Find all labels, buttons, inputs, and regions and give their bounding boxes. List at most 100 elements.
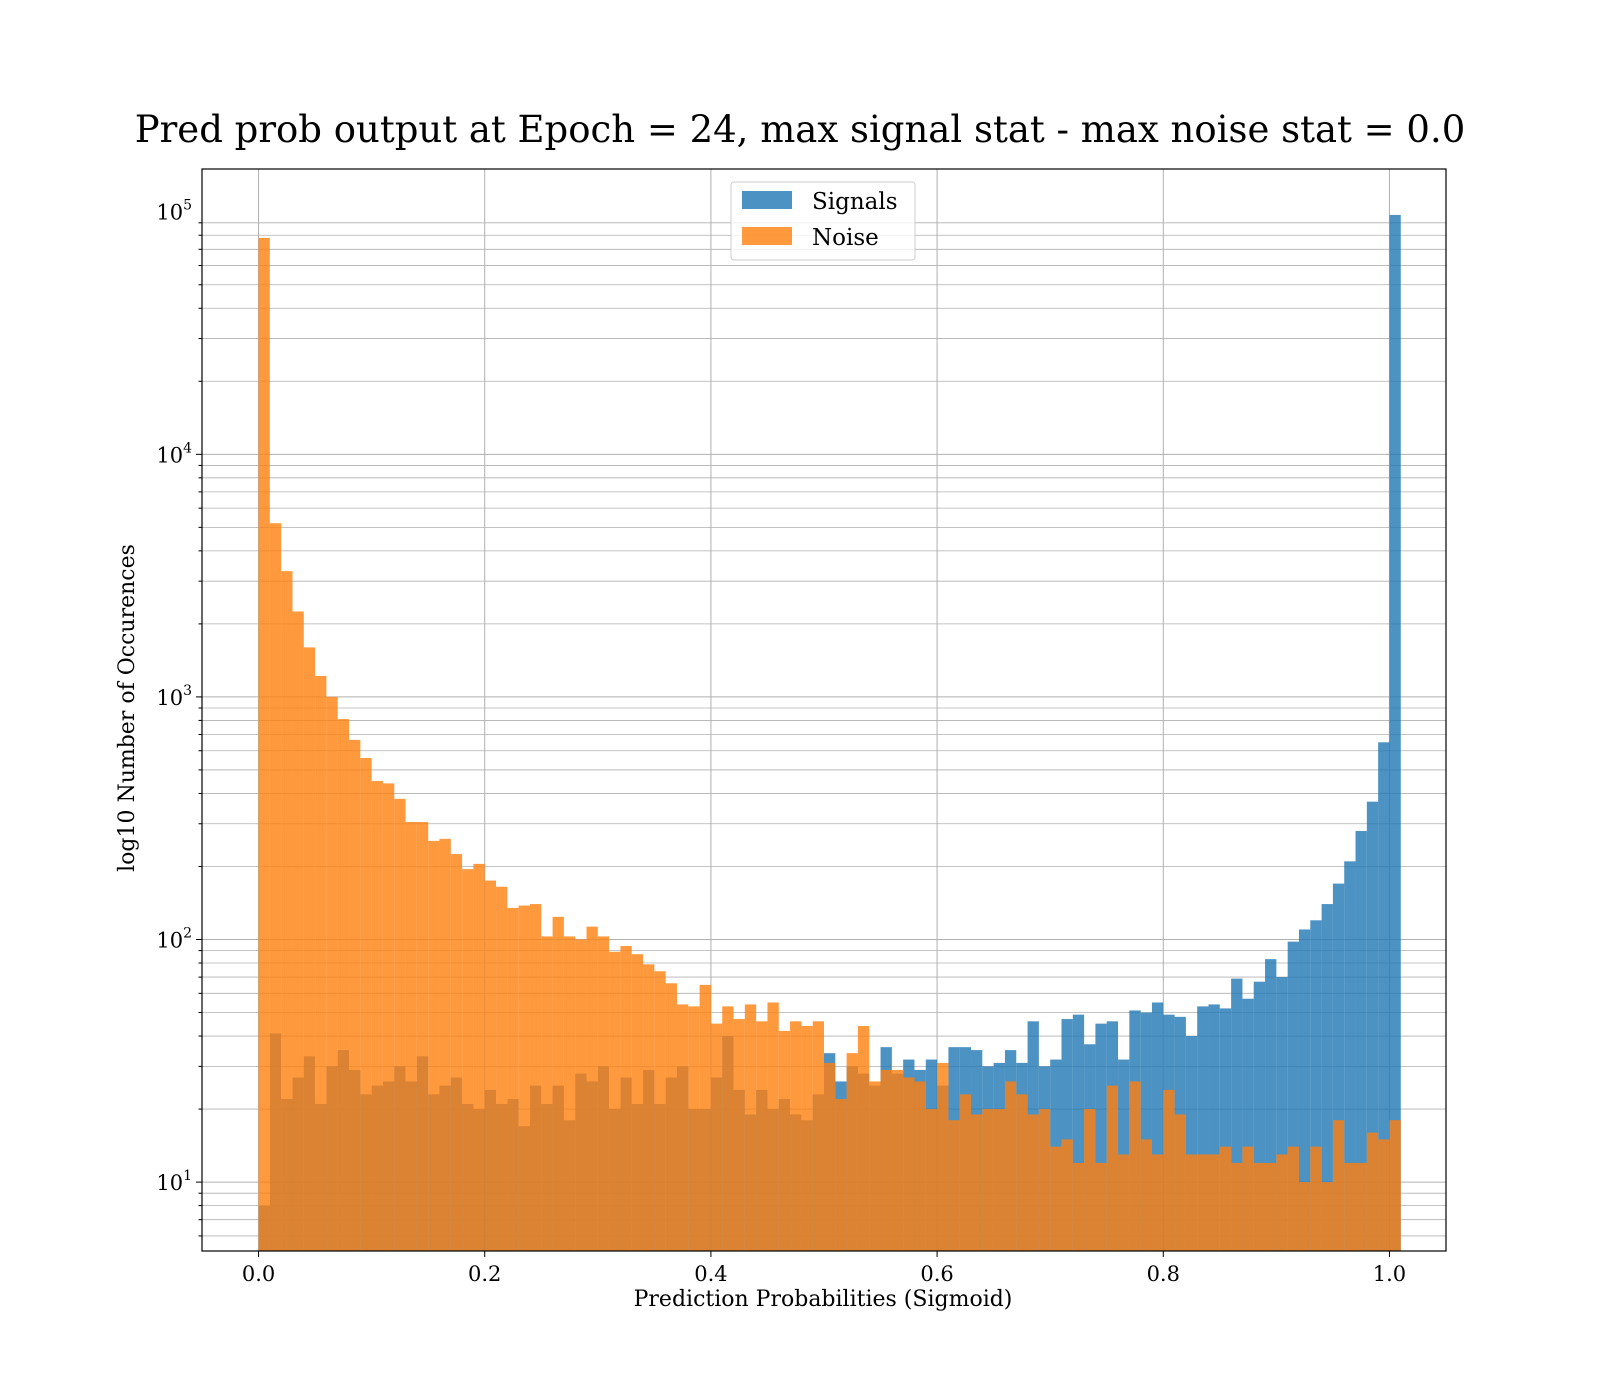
bar-noise	[575, 939, 587, 1251]
bar-noise	[903, 1077, 915, 1251]
x-tick-label: 1.0	[1373, 1262, 1406, 1286]
bar-noise	[1219, 1146, 1232, 1251]
bar-noise	[1197, 1154, 1209, 1251]
bar-noise	[1118, 1154, 1130, 1251]
y-tick-label: 103	[156, 683, 192, 710]
x-tick-label: 0.6	[920, 1262, 953, 1286]
legend-swatch-noise	[742, 227, 792, 245]
bar-noise	[416, 822, 429, 1251]
bar-signals	[1231, 978, 1243, 1251]
bar-noise	[541, 936, 553, 1251]
bar-signals	[1185, 1036, 1198, 1251]
bar-noise	[710, 1023, 723, 1251]
bar-noise	[439, 838, 451, 1251]
legend-label-signals: Signals	[812, 189, 898, 215]
bar-signals	[1072, 1014, 1085, 1251]
bar-noise	[394, 798, 406, 1251]
bar-noise	[665, 983, 677, 1251]
legend: Signals Noise	[730, 181, 916, 261]
bar-noise	[1016, 1094, 1028, 1251]
bar-noise	[1061, 1139, 1073, 1251]
bar-noise	[1332, 1120, 1345, 1251]
bar-noise	[993, 1109, 1005, 1251]
bar-noise	[1185, 1154, 1198, 1251]
chart-title: Pred prob output at Epoch = 24, max sign…	[135, 108, 1466, 151]
bar-noise	[654, 971, 666, 1251]
bar-signals	[1140, 1012, 1152, 1251]
bar-noise	[643, 964, 655, 1251]
bar-noise	[1287, 1146, 1299, 1251]
bar-noise	[371, 781, 383, 1251]
bar-signals	[1265, 959, 1277, 1251]
bar-noise	[281, 571, 293, 1251]
bar-noise	[733, 1019, 745, 1251]
y-axis-label: log10 Number of Occurences	[115, 544, 140, 872]
bar-noise	[315, 675, 327, 1251]
bar-signals	[1253, 981, 1266, 1251]
bar-noise	[869, 1081, 881, 1251]
bar-noise	[337, 719, 350, 1251]
bar-noise	[880, 1069, 892, 1251]
x-axis-label: Prediction Probabilities (Sigmoid)	[634, 1287, 1013, 1312]
bar-signals	[1378, 742, 1390, 1251]
x-tick-label: 0.4	[694, 1262, 727, 1286]
bar-noise	[959, 1094, 972, 1251]
bar-noise	[778, 1030, 791, 1251]
bar-noise	[382, 783, 395, 1251]
bar-noise	[756, 1021, 768, 1251]
bar-noise	[563, 936, 576, 1251]
bar-signals	[1287, 941, 1299, 1251]
bar-noise	[688, 1006, 700, 1251]
y-tick-label: 101	[156, 1168, 192, 1195]
bar-noise	[1276, 1154, 1288, 1251]
bar-noise	[258, 237, 270, 1251]
bar-noise	[620, 946, 632, 1251]
bar-signals	[1276, 977, 1288, 1251]
series-noise	[258, 237, 1401, 1251]
bar-noise	[722, 1006, 734, 1251]
bar-noise	[326, 696, 338, 1251]
legend-label-noise: Noise	[812, 225, 879, 251]
bar-signals	[1366, 801, 1379, 1251]
bar-noise	[529, 904, 542, 1251]
bar-signals	[1355, 831, 1367, 1251]
bar-noise	[857, 1026, 870, 1251]
bar-noise	[405, 822, 417, 1251]
bar-noise	[1140, 1139, 1152, 1251]
bar-signals	[1219, 1008, 1232, 1251]
bar-signals	[1344, 861, 1356, 1251]
bar-noise	[496, 886, 508, 1251]
bar-noise	[744, 1004, 757, 1251]
bar-noise	[1242, 1146, 1254, 1251]
bar-noise	[1231, 1162, 1243, 1251]
bar-noise	[676, 1004, 689, 1251]
bar-signals	[1208, 1004, 1220, 1251]
bar-noise	[699, 984, 711, 1251]
bar-noise	[982, 1109, 994, 1251]
bar-signals	[1298, 929, 1311, 1251]
bar-signals	[1242, 998, 1254, 1251]
bar-signals	[1151, 1002, 1164, 1251]
bar-noise	[473, 863, 485, 1251]
bar-noise	[428, 840, 440, 1251]
bar-signals	[1310, 920, 1322, 1251]
x-tick-label: 0.8	[1147, 1262, 1180, 1286]
bar-noise	[292, 611, 304, 1251]
bar-noise	[1038, 1109, 1051, 1251]
bar-signals	[1321, 904, 1333, 1251]
bar-noise	[1129, 1081, 1141, 1251]
bar-noise	[812, 1021, 824, 1251]
bar-noise	[1163, 1089, 1175, 1251]
bar-noise	[835, 1099, 847, 1251]
bar-signals	[1332, 883, 1345, 1251]
legend-swatch-signals	[742, 191, 792, 209]
bar-noise	[767, 1002, 779, 1251]
bar-noise	[360, 757, 372, 1251]
bar-noise	[303, 647, 316, 1251]
bar-noise	[1084, 1109, 1096, 1251]
bar-noise	[1298, 1182, 1311, 1251]
bar-noise	[1208, 1154, 1220, 1251]
bar-noise	[925, 1109, 938, 1251]
bar-noise	[484, 880, 497, 1251]
